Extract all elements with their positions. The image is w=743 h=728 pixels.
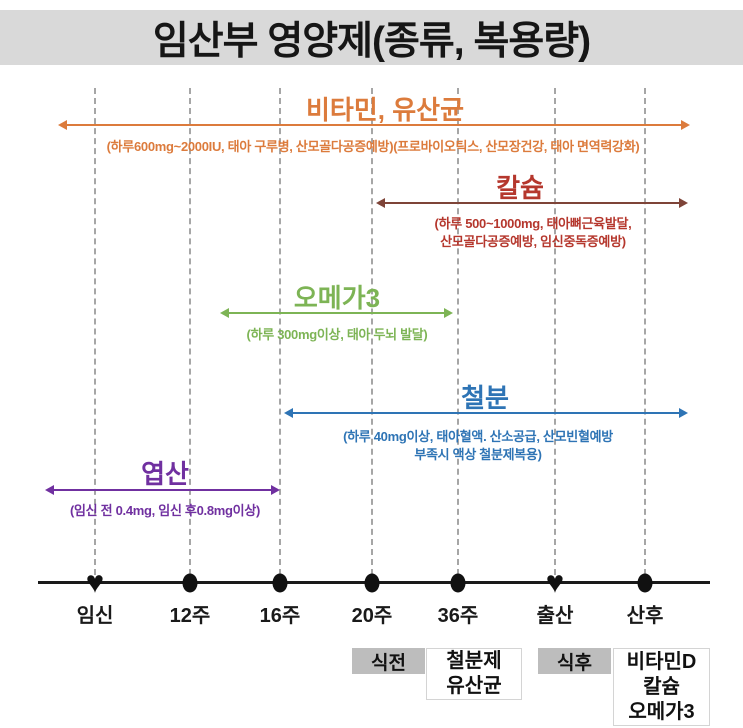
gridline-postpartum <box>644 88 646 575</box>
gridline-week20 <box>371 88 373 575</box>
dot-marker-week36 <box>450 573 466 593</box>
axis-label-postpartum: 산후 <box>626 605 664 627</box>
page-title: 임산부 영양제(종류, 복용량) <box>0 10 743 65</box>
axis-label-week12: 12주 <box>169 605 211 627</box>
heart-marker-birth: ♥ <box>545 564 565 600</box>
axis-label-week16: 16주 <box>259 605 301 627</box>
gridline-pregnancy <box>94 88 96 575</box>
axis-label-week36: 36주 <box>437 605 479 627</box>
dot-marker-week20 <box>364 573 380 593</box>
folate-dosage: (임신 전 0.4mg, 임신 후0.8mg이상) <box>69 503 261 518</box>
supplement-title-omega3: 오메가3 <box>293 283 381 313</box>
iron-dosage-line1: (하루 40mg이상, 태아혈액. 산소공급, 산모빈혈예방 <box>343 429 613 444</box>
supplement-title-calcium: 칼슘 <box>496 173 544 203</box>
after-meal-items-box: 비타민D 칼슘 오메가3 <box>613 648 710 726</box>
after-meal-item: 칼슘 <box>643 675 680 698</box>
before-meal-item: 유산균 <box>446 675 502 697</box>
before-meal-item: 철분제 <box>446 650 502 672</box>
gridline-birth <box>554 88 556 575</box>
omega3-range-arrow <box>222 312 451 314</box>
supplement-title-folate: 엽산 <box>141 459 189 489</box>
dot-marker-week12 <box>182 573 198 593</box>
after-meal-item: 비타민D <box>626 650 697 673</box>
calcium-range-arrow <box>378 202 686 204</box>
after-meal-label: 식후 <box>538 648 611 674</box>
dot-marker-postpartum <box>637 573 653 593</box>
axis-label-week20: 20주 <box>351 605 393 627</box>
omega3-dosage: (하루 300mg이상, 태아 두뇌 발달) <box>246 327 428 342</box>
gridline-week12 <box>189 88 191 575</box>
heart-marker-pregnancy: ♥ <box>85 564 105 600</box>
gridline-week36 <box>457 88 459 575</box>
iron-dosage-line2: 부족시 액상 철분제복용) <box>414 447 542 462</box>
vitamin-probiotic-dosage: (하루600mg~2000IU, 태아 구루병, 산모골다공증예방)(프로바이오… <box>106 139 640 154</box>
folate-range-arrow <box>47 489 278 491</box>
supplement-title-iron: 철분 <box>461 383 509 413</box>
vitamin-probiotic-range-arrow <box>60 124 688 126</box>
before-meal-items-box: 철분제 유산균 <box>426 648 522 700</box>
before-meal-label: 식전 <box>352 648 425 674</box>
axis-label-birth: 출산 <box>536 605 574 627</box>
iron-range-arrow <box>286 412 686 414</box>
dot-marker-week16 <box>272 573 288 593</box>
gridline-week16 <box>279 88 281 575</box>
after-meal-item: 오메가3 <box>628 700 695 723</box>
supplement-title-vitamin-probiotic: 비타민, 유산균 <box>306 95 464 125</box>
calcium-dosage-line1: (하루 500~1000mg, 태아뼈근육발달, <box>434 216 632 231</box>
calcium-dosage-line2: 산모골다공증예방, 임신중독증예방) <box>440 234 626 249</box>
axis-label-pregnancy: 임신 <box>76 605 114 627</box>
